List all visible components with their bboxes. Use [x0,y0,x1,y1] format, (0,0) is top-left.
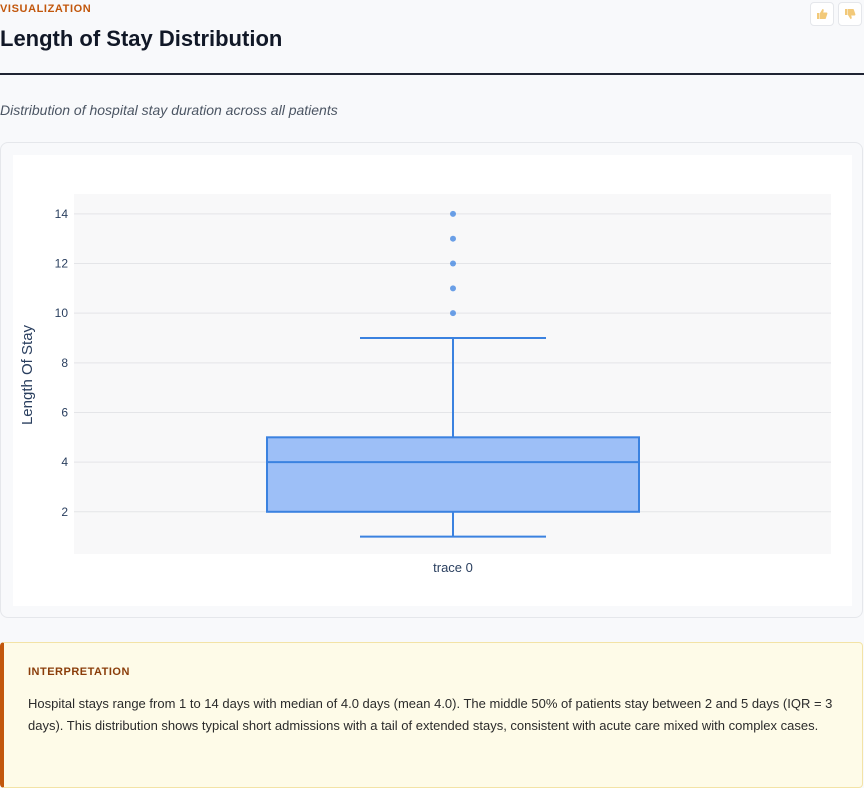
section-eyebrow: VISUALIZATION [0,3,92,15]
page-title: Length of Stay Distribution [0,26,283,51]
outlier-point [450,285,456,292]
y-tick-label: 12 [55,257,69,271]
outlier-point [450,210,456,217]
thumbs-down-button[interactable] [838,2,862,26]
y-tick-label: 10 [55,306,69,320]
outlier-point [450,310,456,317]
thumbs-up-icon [817,9,828,19]
outlier-point [450,235,456,242]
y-tick-label: 4 [61,455,68,469]
box-plot-chart: 2 4 6 8 10 12 14 Length Of Stay trace 0 [19,194,831,575]
chart-description: Distribution of hospital stay duration a… [0,102,338,118]
y-tick-label: 2 [61,505,68,519]
interpretation-panel: INTERPRETATION Hospital stays range from… [0,642,863,788]
chart-container: 2 4 6 8 10 12 14 Length Of Stay trace 0 [13,155,852,606]
chart-card: 2 4 6 8 10 12 14 Length Of Stay trace 0 [0,142,863,618]
outlier-point [450,260,456,267]
thumbs-up-button[interactable] [810,2,834,26]
y-tick-label: 6 [61,405,68,419]
y-axis-title: Length Of Stay [19,324,36,425]
page-header: VISUALIZATION Length of Stay Distributio… [0,0,864,75]
x-tick-label: trace 0 [433,560,473,575]
interpretation-text: Hospital stays range from 1 to 14 days w… [28,696,833,733]
y-tick-label: 14 [55,207,69,221]
thumbs-down-icon [845,9,856,19]
iqr-box [266,436,640,513]
interpretation-title: INTERPRETATION [28,666,130,678]
y-tick-label: 8 [61,356,68,370]
